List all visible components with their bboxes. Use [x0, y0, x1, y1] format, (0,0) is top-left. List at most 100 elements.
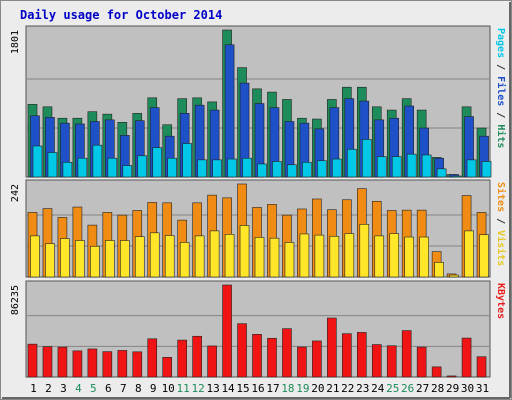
bar-pages-day-21: [332, 158, 342, 178]
x-tick-label-2: 2: [45, 382, 52, 395]
bar-pages-day-14: [227, 158, 237, 178]
bar-pages-day-4: [77, 157, 88, 178]
x-tick-label-22: 22: [341, 382, 354, 395]
x-tick-label-30: 30: [461, 382, 474, 395]
bar-sites-day-19: [299, 233, 310, 278]
bar-kbytes-day-20: [312, 340, 322, 378]
bar-pages-day-29: [451, 175, 462, 178]
bar-kbytes-day-2: [42, 346, 53, 378]
x-tick-label-9: 9: [150, 382, 157, 395]
x-tick-label-8: 8: [135, 382, 142, 395]
legend-part: /: [495, 106, 506, 124]
bar-sites-day-18: [284, 242, 295, 278]
bar-sites-day-4: [75, 240, 85, 278]
bar-sites-day-29: [449, 274, 459, 278]
panel-hits-files-pages: 1801 Pages / Files / Hits: [10, 25, 507, 178]
bar-kbytes-day-5: [87, 348, 98, 378]
bar-pages-day-18: [287, 164, 297, 178]
bar-kbytes-day-13: [207, 345, 217, 378]
bar-kbytes-day-22: [342, 333, 352, 378]
legend-part: Hits: [495, 124, 507, 148]
x-tick-label-18: 18: [281, 382, 294, 395]
bar-kbytes-day-8: [132, 351, 143, 378]
bar-sites-day-28: [434, 262, 444, 278]
bar-sites-day-17: [269, 237, 280, 278]
bar-kbytes-day-24: [371, 344, 382, 378]
x-tick-label-17: 17: [266, 382, 279, 395]
bar-pages-day-19: [302, 162, 312, 178]
bar-kbytes-day-4: [72, 350, 83, 378]
bar-kbytes-day-11: [177, 339, 187, 378]
x-tick-label-16: 16: [251, 382, 264, 395]
bar-kbytes-day-29: [446, 375, 457, 378]
bar-sites-day-26: [404, 236, 414, 278]
legend-part: KBytes: [495, 283, 506, 319]
legend-part: Pages: [495, 28, 506, 58]
x-tick-label-11: 11: [177, 382, 190, 395]
x-tick-label-4: 4: [75, 382, 82, 395]
bar-kbytes-day-3: [57, 346, 68, 378]
bar-sites-day-16: [254, 237, 265, 278]
bar-sites-day-30: [464, 230, 474, 278]
bar-sites-day-9: [149, 232, 160, 278]
bar-pages-day-16: [257, 163, 267, 178]
bar-kbytes-day-23: [356, 332, 367, 378]
bar-pages-day-5: [92, 144, 103, 178]
bar-pages-day-10: [167, 157, 178, 178]
x-tick-label-14: 14: [221, 382, 235, 395]
x-tick-label-21: 21: [326, 382, 339, 395]
bar-pages-day-7: [122, 165, 133, 178]
bar-pages-day-17: [272, 161, 282, 178]
panel-kbytes: 86235 KBytes: [10, 280, 506, 378]
x-tick-label-26: 26: [401, 382, 414, 395]
bar-sites-day-3: [60, 238, 70, 278]
panel-legend-label: Sites / Visits: [495, 182, 507, 266]
legend-part: Sites: [495, 182, 507, 212]
bar-pages-day-12: [197, 159, 207, 178]
bar-pages-day-9: [152, 147, 163, 178]
bar-sites-day-2: [45, 243, 55, 278]
x-tick-label-27: 27: [416, 382, 429, 395]
bar-pages-day-31: [481, 161, 492, 178]
bar-pages-day-8: [137, 155, 148, 178]
bar-kbytes-day-1: [27, 343, 38, 378]
bar-sites-day-15: [239, 225, 250, 278]
x-tick-label-25: 25: [386, 382, 399, 395]
bar-sites-day-23: [359, 224, 370, 278]
panel-visits-sites: 242 Sites / Visits: [10, 179, 507, 278]
bar-kbytes-day-25: [386, 345, 397, 378]
x-tick-label-5: 5: [90, 382, 97, 395]
bar-pages-day-30: [466, 159, 477, 178]
bar-kbytes-day-15: [237, 323, 247, 378]
x-tick-label-10: 10: [162, 382, 175, 395]
bar-kbytes-day-26: [401, 330, 412, 378]
bar-kbytes-day-21: [327, 317, 337, 378]
x-tick-label-28: 28: [431, 382, 444, 395]
bar-pages-day-24: [376, 156, 387, 178]
bar-pages-day-26: [406, 153, 417, 178]
legend-part: Visits: [495, 230, 507, 266]
bar-pages-day-28: [436, 168, 447, 178]
panel-legend-label: Pages / Files / Hits: [495, 28, 507, 148]
x-tick-label-20: 20: [311, 382, 324, 395]
bar-sites-day-14: [224, 234, 235, 278]
x-tick-label-6: 6: [105, 382, 112, 395]
chart-panels: 1801 Pages / Files / Hits 242 Sites / Visit…: [10, 25, 507, 378]
bar-sites-day-8: [134, 236, 145, 278]
x-axis-labels: 1 2 3 4 5 6 7 8 9 10 11 12 13 14 15 16 17 18 19 20 21 22 23 24 2…: [30, 382, 489, 395]
bar-sites-day-6: [105, 240, 115, 278]
x-tick-label-15: 15: [236, 382, 249, 395]
chart-title: Daily usage for October 2014: [20, 8, 222, 22]
x-tick-label-19: 19: [296, 382, 309, 395]
bar-pages-day-15: [242, 157, 252, 178]
legend-part: /: [495, 58, 506, 76]
bar-sites-day-5: [90, 245, 100, 278]
bar-kbytes-day-10: [162, 357, 173, 378]
panel-max-label: 86235: [10, 285, 21, 315]
panel-legend-label: KBytes: [495, 283, 506, 319]
bar-kbytes-day-14: [222, 284, 232, 378]
bar-pages-day-1: [32, 145, 43, 178]
x-tick-label-13: 13: [206, 382, 219, 395]
bar-kbytes-day-27: [416, 346, 427, 378]
